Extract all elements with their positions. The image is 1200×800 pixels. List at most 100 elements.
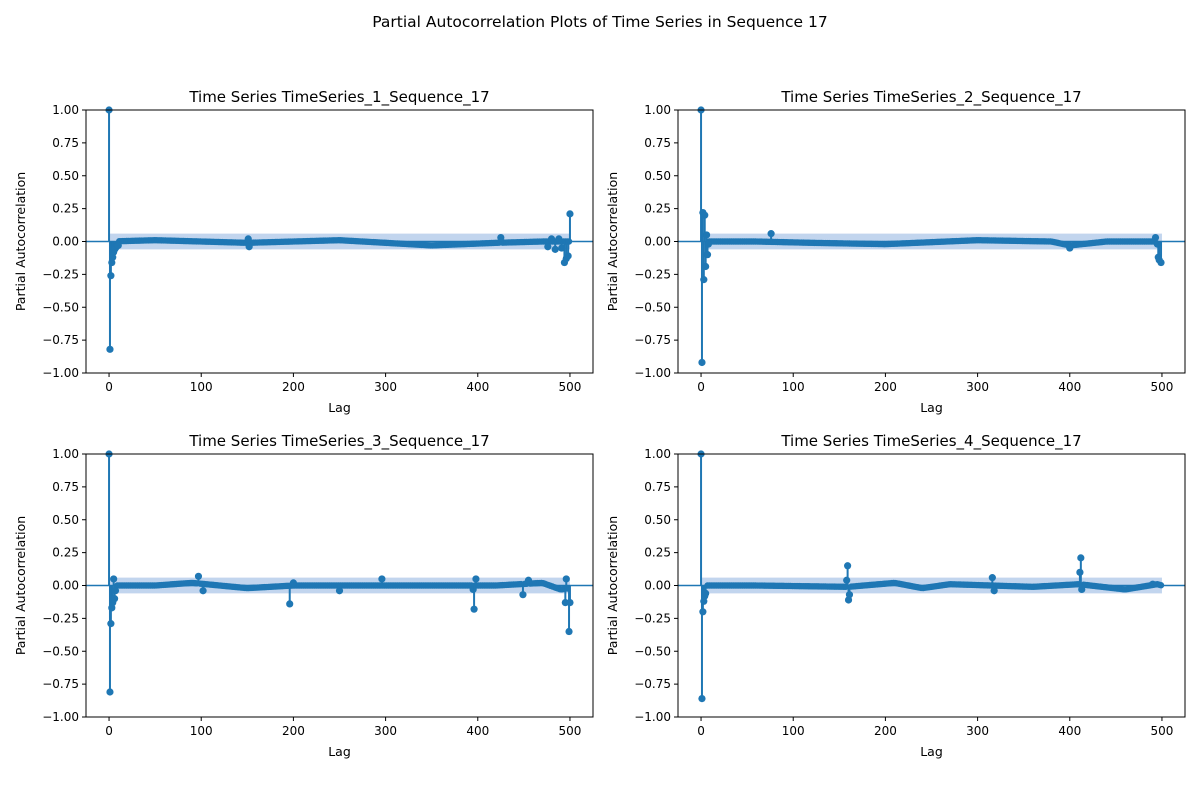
y-tick-label: 0.75: [52, 480, 79, 494]
subplot-3: 0 100 200 300 400 500 −1.00 −0.75 −0.50 −0.25 0.00…: [13, 432, 594, 759]
y-tick-label: −0.50: [634, 644, 671, 658]
y-tick-label: −0.50: [42, 644, 79, 658]
y-tick-label: 1.00: [644, 103, 671, 117]
data-point: [106, 345, 114, 353]
data-point: [519, 591, 527, 599]
data-point: [699, 608, 707, 616]
data-point: [845, 591, 854, 599]
x-axis-label: Lag: [920, 400, 943, 415]
y-tick-label: 0.75: [52, 136, 79, 150]
x-tick-label: 0: [697, 380, 705, 394]
data-point: [551, 245, 559, 253]
data-point: [1066, 244, 1074, 252]
subplot-2: 0 100 200 300 400 500 −1.00 −0.75 −0.50 −0.25 0.00…: [605, 88, 1186, 415]
data-point: [990, 587, 998, 595]
data-point: [111, 587, 120, 595]
subplot-4: 0 100 200 300 400 500 −1.00 −0.75 −0.50 −0.25 0.00…: [605, 432, 1186, 759]
subplot-title: Time Series TimeSeries_3_Sequence_17: [188, 432, 489, 451]
y-tick-label: −0.50: [634, 300, 671, 314]
data-point: [767, 230, 775, 238]
data-point: [194, 572, 203, 580]
x-tick-label: 0: [697, 724, 705, 738]
x-tick-label: 100: [782, 724, 805, 738]
data-point: [702, 262, 710, 271]
x-tick-label: 400: [466, 380, 489, 394]
y-tick-label: 1.00: [52, 447, 79, 461]
x-tick-label: 300: [966, 724, 989, 738]
data-point: [703, 251, 712, 259]
data-point: [106, 688, 114, 696]
y-tick-label: 0.50: [644, 513, 671, 527]
y-tick-label: 0.50: [644, 169, 671, 183]
data-point: [704, 240, 713, 248]
y-tick-label: 0.50: [52, 513, 79, 527]
y-tick-label: 0.75: [644, 136, 671, 150]
data-point: [107, 620, 115, 628]
subplot-title: Time Series TimeSeries_4_Sequence_17: [780, 432, 1081, 451]
y-tick-label: 0.00: [644, 579, 671, 593]
y-tick-label: 0.25: [52, 546, 79, 560]
y-tick-label: −0.75: [42, 677, 79, 691]
data-point: [107, 272, 115, 280]
data-point: [988, 574, 996, 582]
data-point: [555, 235, 563, 243]
data-point: [566, 598, 574, 607]
x-tick-label: 400: [1058, 724, 1081, 738]
data-point: [1078, 585, 1086, 594]
data-point: [1157, 258, 1165, 267]
data-point: [1149, 580, 1157, 588]
y-axis-label: Partial Autocorrelation: [605, 172, 620, 311]
data-point: [110, 595, 119, 603]
baseline-point: [1157, 582, 1165, 589]
x-axis-label: Lag: [328, 744, 351, 759]
y-tick-label: 0.50: [52, 169, 79, 183]
data-point: [289, 579, 298, 587]
y-tick-label: 0.25: [644, 202, 671, 216]
figure-title: Partial Autocorrelation Plots of Time Se…: [372, 13, 828, 31]
y-tick-label: −0.25: [42, 611, 79, 625]
baseline-lags: [704, 579, 1165, 593]
data-point: [844, 562, 852, 570]
data-point: [470, 605, 478, 613]
y-tick-label: −0.25: [634, 267, 671, 281]
y-axis-label: Partial Autocorrelation: [13, 172, 28, 311]
data-point: [564, 252, 572, 260]
data-point: [566, 210, 574, 218]
data-point: [286, 600, 294, 608]
y-tick-label: −1.00: [634, 710, 671, 724]
data-point: [335, 587, 344, 595]
x-tick-label: 500: [1151, 724, 1174, 738]
y-tick-label: −0.75: [634, 333, 671, 347]
y-tick-label: −0.25: [634, 611, 671, 625]
data-point: [565, 627, 573, 636]
y-axis-label: Partial Autocorrelation: [605, 516, 620, 655]
y-axis-label: Partial Autocorrelation: [13, 516, 28, 655]
y-tick-label: 1.00: [644, 447, 671, 461]
data-point: [245, 243, 253, 251]
data-point: [702, 589, 710, 597]
x-tick-label: 300: [966, 380, 989, 394]
baseline-lags: [706, 237, 1157, 249]
y-tick-label: 0.00: [52, 579, 79, 593]
x-tick-label: 500: [1151, 380, 1174, 394]
x-axis-label: Lag: [920, 744, 943, 759]
data-point: [700, 276, 708, 284]
y-tick-label: 0.25: [644, 546, 671, 560]
data-point: [701, 211, 709, 219]
subplot-title: Time Series TimeSeries_1_Sequence_17: [188, 88, 489, 107]
data-point: [547, 235, 556, 243]
x-tick-label: 200: [282, 724, 305, 738]
y-tick-label: −1.00: [634, 366, 671, 380]
data-point: [110, 575, 118, 583]
data-point: [378, 575, 386, 583]
y-tick-label: −1.00: [42, 366, 79, 380]
x-tick-label: 200: [874, 724, 897, 738]
y-tick-label: −0.75: [634, 677, 671, 691]
data-point: [472, 575, 480, 583]
x-tick-label: 100: [782, 380, 805, 394]
x-tick-label: 0: [105, 380, 113, 394]
data-point: [698, 358, 706, 367]
subplot-title: Time Series TimeSeries_2_Sequence_17: [780, 88, 1081, 107]
data-point: [524, 576, 533, 584]
